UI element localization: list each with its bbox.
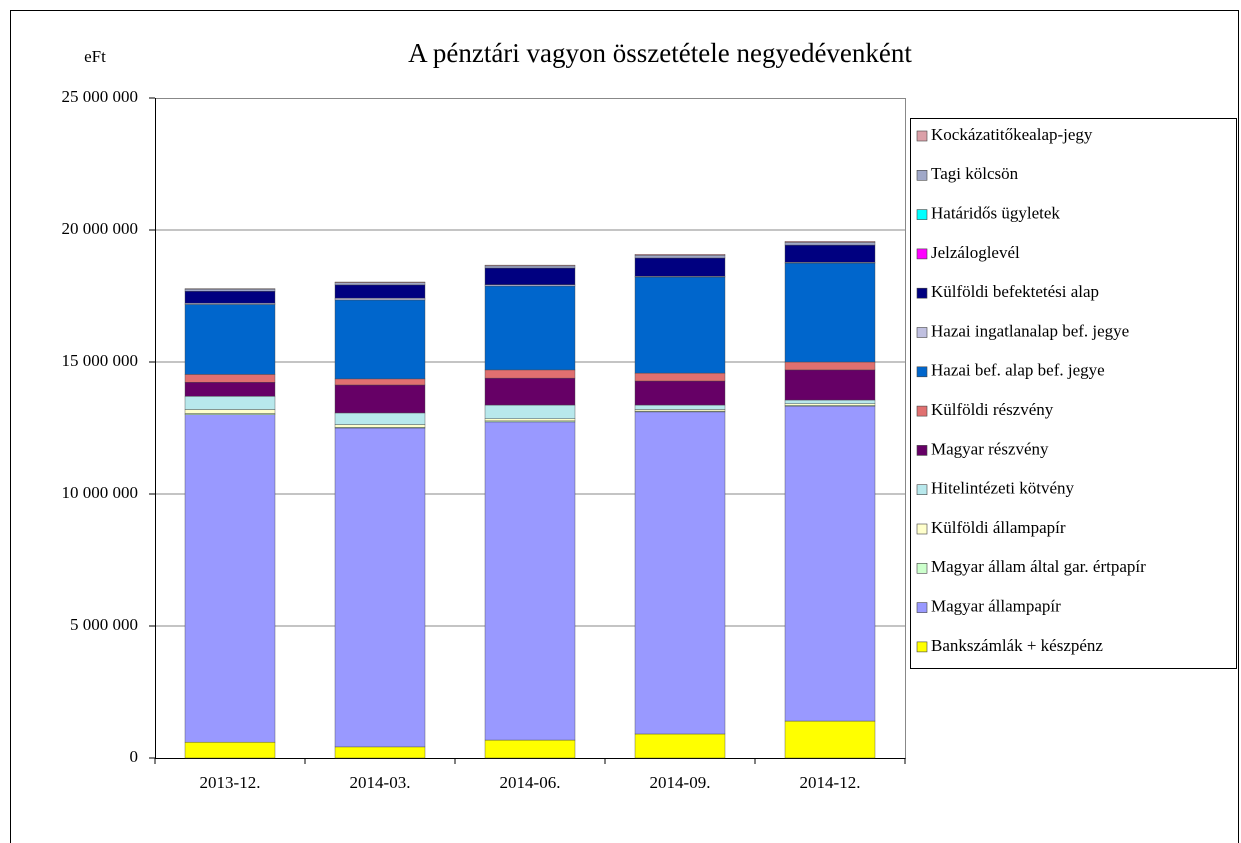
bar-segment — [334, 384, 426, 414]
x-tick-label: 2014-12. — [800, 773, 861, 792]
legend-swatch — [916, 405, 928, 417]
x-tick-label: 2014-03. — [350, 773, 411, 792]
legend-label: Külföldi befektetési alap — [931, 282, 1099, 301]
legend-swatch — [916, 327, 928, 338]
bar-segment — [784, 262, 876, 363]
bar-segment — [784, 242, 876, 246]
bar-segment — [484, 739, 576, 759]
bar-segment — [334, 424, 426, 428]
legend-label: Bankszámlák + készpénz — [931, 636, 1103, 655]
bar-segment — [634, 257, 726, 277]
bar-segment — [334, 282, 426, 286]
legend-label: Külföldi részvény — [931, 400, 1054, 419]
bar-segment — [334, 284, 426, 299]
bar-segment — [784, 244, 876, 263]
bar-segment — [484, 404, 576, 419]
bar-segment — [334, 297, 426, 301]
bar-segment — [634, 255, 726, 259]
bar-segment — [484, 264, 576, 267]
bar-segment — [184, 382, 276, 397]
bar-segment — [784, 361, 876, 371]
bar-segment — [184, 288, 276, 292]
bar-segment — [784, 720, 876, 759]
bar-segment — [484, 369, 576, 379]
bar-segment — [784, 241, 876, 243]
legend-label: Tagi kölcsön — [931, 164, 1019, 183]
bar-segment — [634, 733, 726, 759]
y-tick-label: 10 000 000 — [62, 483, 139, 502]
bar-segment — [634, 372, 726, 382]
y-tick-label: 0 — [130, 747, 139, 766]
legend-swatch — [916, 523, 928, 535]
legend-label: Kockázatitőkealap-jegy — [931, 125, 1093, 144]
bar-segment — [334, 746, 426, 759]
bar-segment — [784, 369, 876, 401]
bar-segment — [784, 399, 876, 404]
bar-segment — [184, 741, 276, 759]
bar-segment — [184, 396, 276, 410]
bar-segment — [334, 427, 426, 748]
bar-segment — [484, 421, 576, 741]
bar-segment — [784, 403, 876, 406]
legend-swatch — [916, 366, 928, 378]
legend-label: Magyar állampapír — [931, 597, 1061, 616]
chart-title: A pénztári vagyon összetétele negyedéven… — [408, 38, 912, 68]
bar-segment — [184, 288, 276, 290]
legend-swatch — [916, 562, 928, 574]
legend-swatch — [916, 248, 928, 260]
bar-segment — [484, 418, 576, 422]
bar-segment — [184, 414, 276, 743]
bar-segment — [184, 374, 276, 383]
x-tick-label: 2014-06. — [500, 773, 561, 792]
bar-segment — [334, 299, 426, 380]
bar-segment — [634, 409, 726, 412]
legend-swatch — [916, 130, 928, 142]
legend-label: Jelzáloglevél — [931, 243, 1020, 262]
bar-segment — [484, 377, 576, 406]
legend-label: Hazai ingatlanalap bef. jegye — [931, 321, 1129, 340]
bar-segment — [184, 304, 276, 375]
y-tick-label: 25 000 000 — [62, 87, 139, 106]
bar-segment — [484, 265, 576, 269]
bar-segment — [484, 285, 576, 371]
legend-swatch — [916, 170, 928, 181]
legend-swatch — [916, 209, 928, 220]
bar-segment — [334, 412, 426, 425]
legend-label: Hitelintézeti kötvény — [931, 479, 1075, 498]
legend-swatch — [916, 641, 928, 653]
bar-segment — [634, 254, 726, 256]
bar-segment — [784, 405, 876, 722]
y-tick-label: 5 000 000 — [70, 615, 138, 634]
y-tick-label: 20 000 000 — [62, 219, 139, 238]
legend-label: Külföldi állampapír — [931, 518, 1066, 537]
bar-segment — [634, 404, 726, 410]
bar-segment — [334, 378, 426, 386]
legend-label: Hazai bef. alap bef. jegye — [931, 361, 1105, 380]
legend-swatch — [916, 287, 928, 299]
legend-swatch — [916, 445, 928, 456]
x-tick-label: 2014-09. — [650, 773, 711, 792]
bar-segment — [634, 380, 726, 406]
bar-segment — [484, 267, 576, 285]
x-tick-label: 2013-12. — [200, 773, 261, 792]
y-tick-label: 15 000 000 — [62, 351, 139, 370]
legend-swatch — [916, 484, 928, 496]
legend-swatch — [916, 602, 928, 613]
bar-segment — [184, 409, 276, 414]
bar-segment — [634, 411, 726, 735]
legend-label: Magyar részvény — [931, 439, 1049, 458]
legend-label: Határidős ügyletek — [931, 204, 1060, 223]
bar-segment — [184, 291, 276, 304]
bar-segment — [334, 281, 426, 283]
bar-segment — [634, 276, 726, 374]
y-axis-label: eFt — [84, 47, 106, 66]
legend — [910, 118, 1237, 669]
legend-label: Magyar állam által gar. értpapír — [931, 557, 1146, 576]
